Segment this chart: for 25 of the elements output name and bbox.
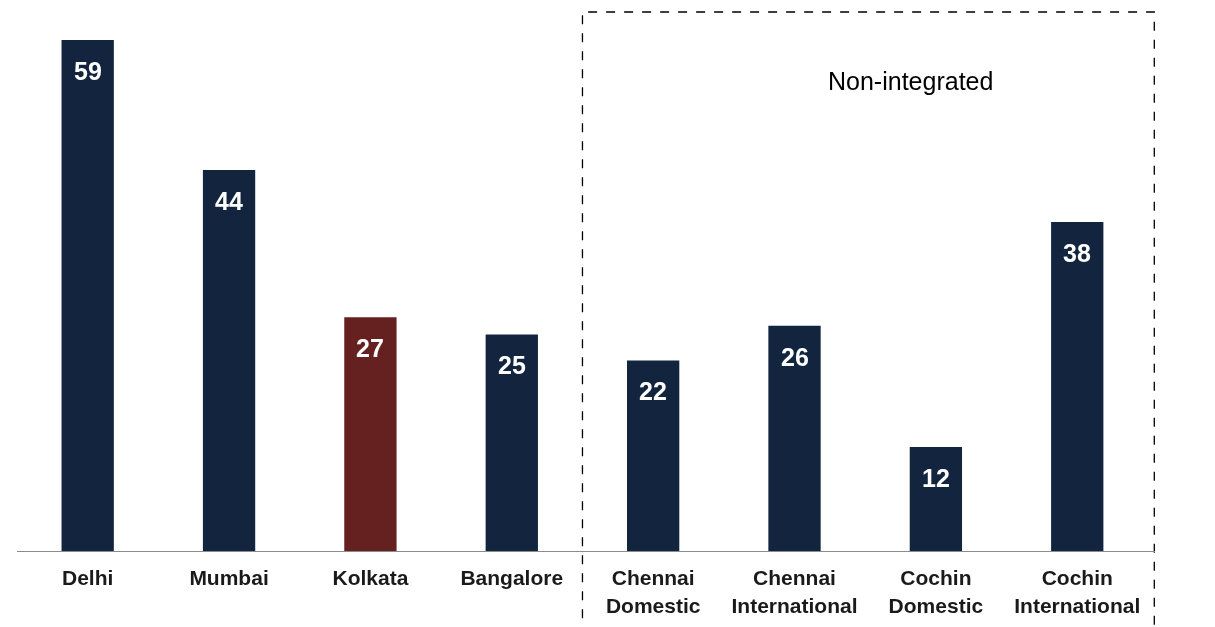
bar <box>1051 221 1104 551</box>
data-label: 25 <box>498 351 526 379</box>
bar <box>485 334 538 551</box>
data-label: 38 <box>1063 239 1091 267</box>
bar <box>61 40 114 551</box>
bar <box>627 360 680 551</box>
x-tick-label: Kolkata <box>332 566 409 590</box>
data-label: 12 <box>922 464 950 492</box>
bar <box>344 317 397 551</box>
bar <box>768 325 821 551</box>
x-tick-label: Cochin International <box>1014 566 1141 617</box>
x-tick-label: Cochin Domestic <box>888 566 984 617</box>
data-label: 44 <box>215 187 243 215</box>
bar <box>909 447 963 551</box>
data-label: 22 <box>639 377 667 405</box>
band-label: Non-integrated <box>828 67 994 95</box>
data-label: 26 <box>781 343 809 371</box>
x-tick-label: Delhi <box>62 566 114 590</box>
x-tick-label: Mumbai <box>189 566 269 590</box>
bar <box>202 169 256 551</box>
x-tick-label: Chennai International <box>731 566 858 617</box>
data-label: 59 <box>74 57 102 85</box>
data-label: 27 <box>356 334 384 362</box>
x-tick-label: Bangalore <box>460 566 564 590</box>
x-tick-label: Chennai Domestic <box>605 566 701 617</box>
